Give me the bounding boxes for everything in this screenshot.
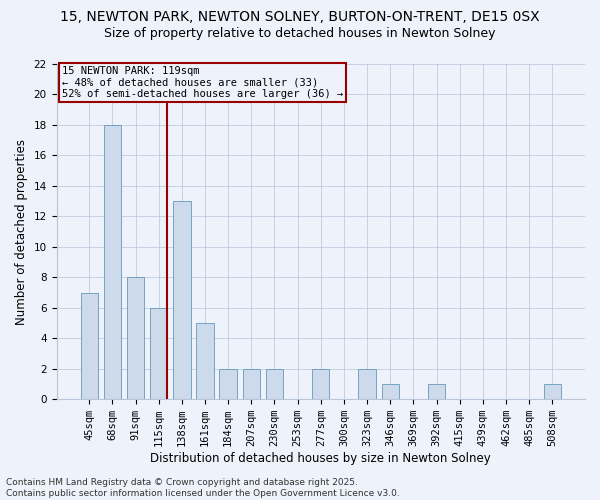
Text: 15, NEWTON PARK, NEWTON SOLNEY, BURTON-ON-TRENT, DE15 0SX: 15, NEWTON PARK, NEWTON SOLNEY, BURTON-O… (60, 10, 540, 24)
Bar (104, 125, 121, 399)
Text: Contains HM Land Registry data © Crown copyright and database right 2025.
Contai: Contains HM Land Registry data © Crown c… (6, 478, 400, 498)
Bar (80, 292, 98, 399)
Bar (382, 384, 399, 399)
Text: Size of property relative to detached houses in Newton Solney: Size of property relative to detached ho… (104, 28, 496, 40)
Bar (196, 323, 214, 399)
Bar (266, 368, 283, 399)
Bar (358, 368, 376, 399)
Y-axis label: Number of detached properties: Number of detached properties (15, 138, 28, 324)
Bar (428, 384, 445, 399)
Bar (312, 368, 329, 399)
Bar (173, 201, 191, 399)
Text: 15 NEWTON PARK: 119sqm
← 48% of detached houses are smaller (33)
52% of semi-det: 15 NEWTON PARK: 119sqm ← 48% of detached… (62, 66, 343, 99)
Bar (150, 308, 167, 399)
X-axis label: Distribution of detached houses by size in Newton Solney: Distribution of detached houses by size … (151, 452, 491, 465)
Bar (220, 368, 237, 399)
Bar (544, 384, 561, 399)
Bar (242, 368, 260, 399)
Bar (127, 278, 144, 399)
